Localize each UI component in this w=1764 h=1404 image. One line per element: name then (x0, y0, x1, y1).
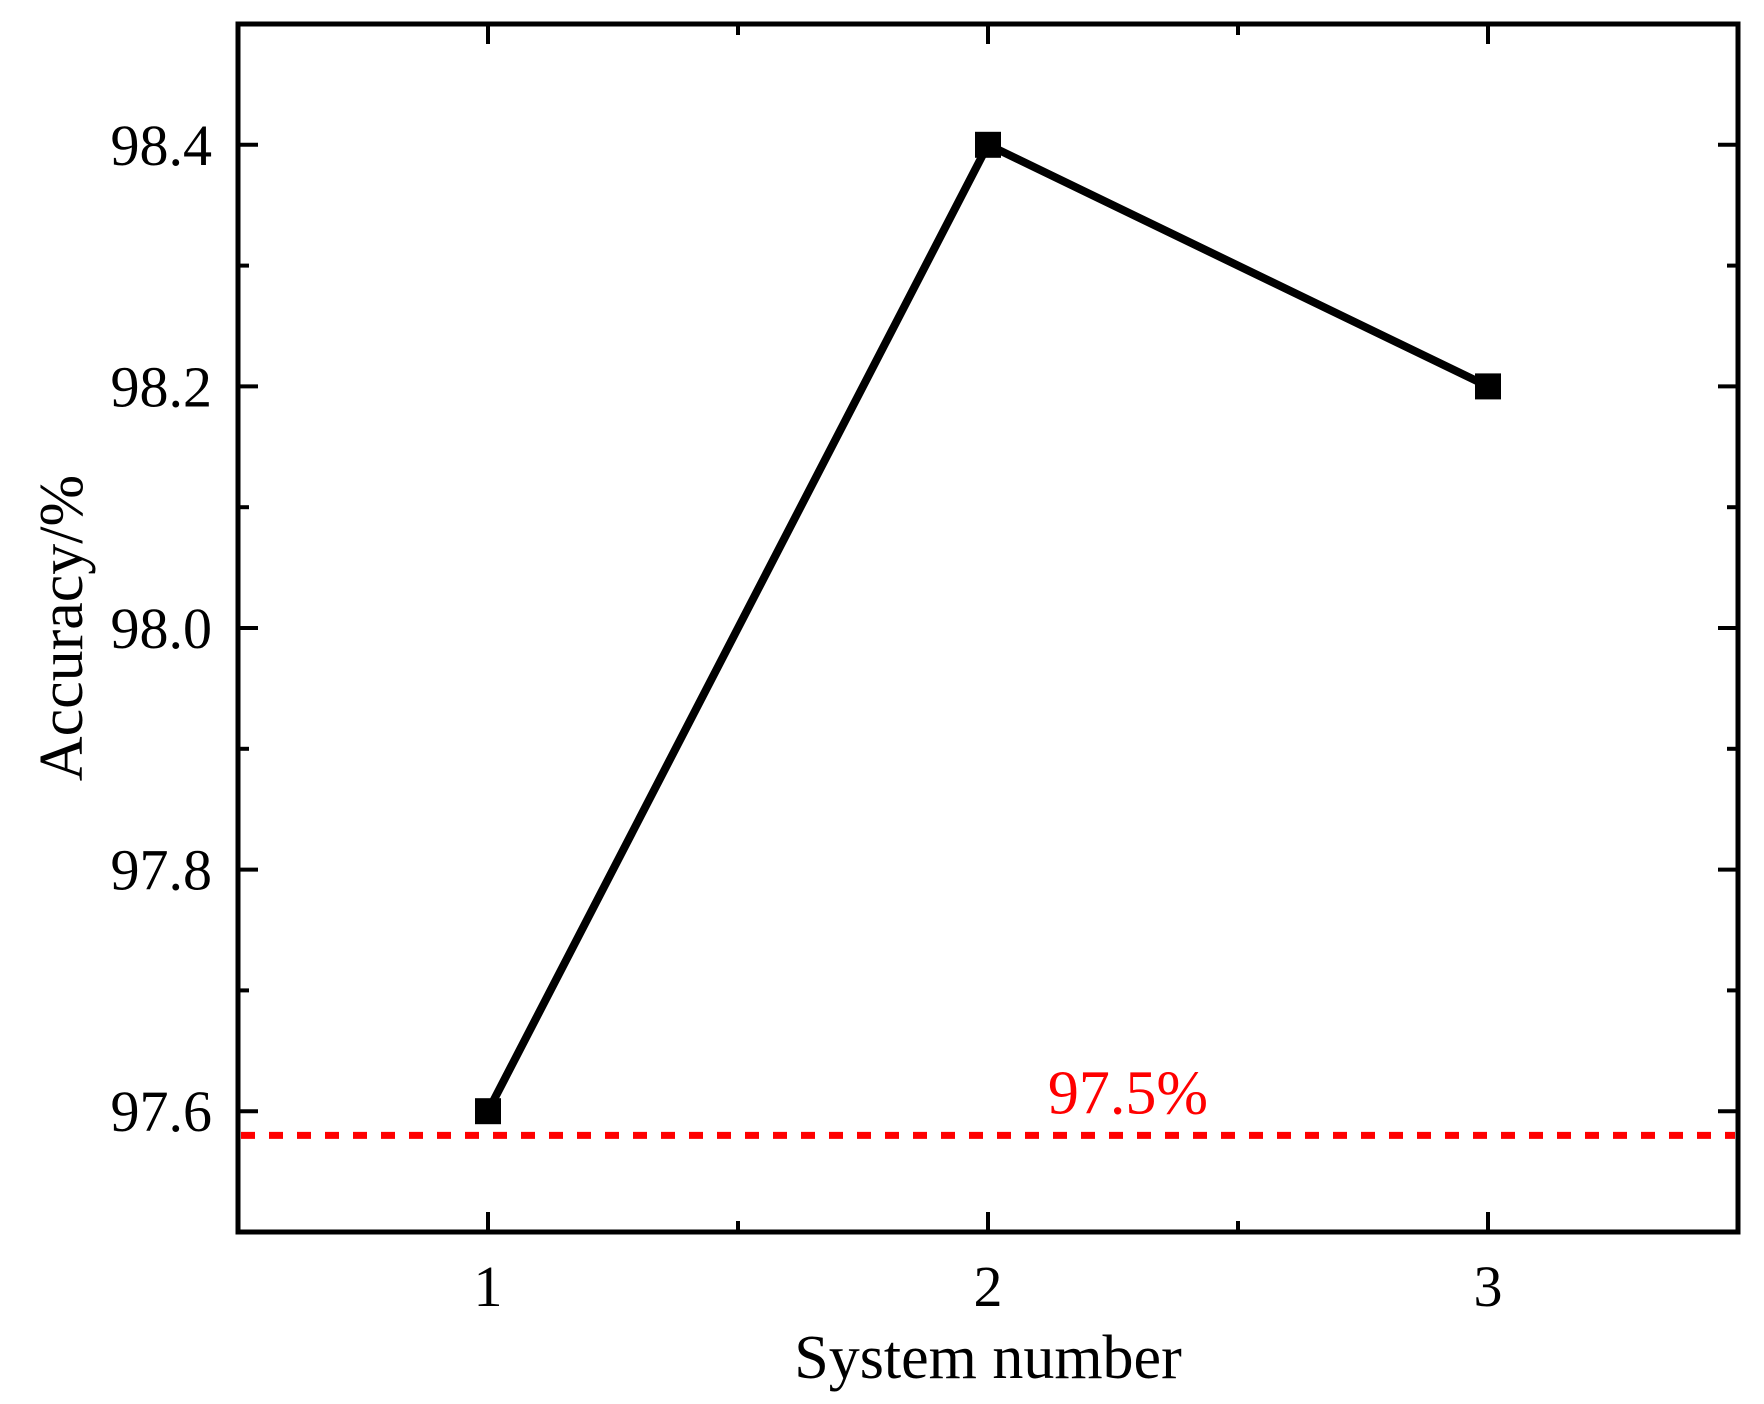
y-tick-label: 97.8 (111, 838, 213, 903)
series-line (484, 139, 1490, 1114)
tick-labels-layer: 97.6 97.8 98.0 98.2 98.4 1 2 3 (111, 113, 1503, 1319)
x-tick-label: 1 (474, 1254, 503, 1319)
plot-frame (235, 21, 1741, 1235)
ticks-layer (238, 22, 1738, 1234)
y-axis-label: Accuracy/% (28, 475, 96, 781)
x-tick-label: 2 (974, 1254, 1003, 1319)
data-point-marker (475, 1098, 501, 1125)
series-layer (475, 131, 1501, 1125)
x-tick-label: 3 (1474, 1254, 1503, 1319)
data-point-marker (975, 131, 1001, 158)
x-axis-label: System number (794, 1324, 1182, 1392)
y-tick-label: 98.0 (111, 596, 213, 661)
y-tick-label: 97.6 (111, 1079, 213, 1144)
data-point-marker (1475, 373, 1501, 400)
y-tick-label: 98.2 (111, 354, 213, 419)
reference-line-label: 97.5% (1048, 1059, 1208, 1127)
y-tick-label: 98.4 (111, 113, 213, 178)
